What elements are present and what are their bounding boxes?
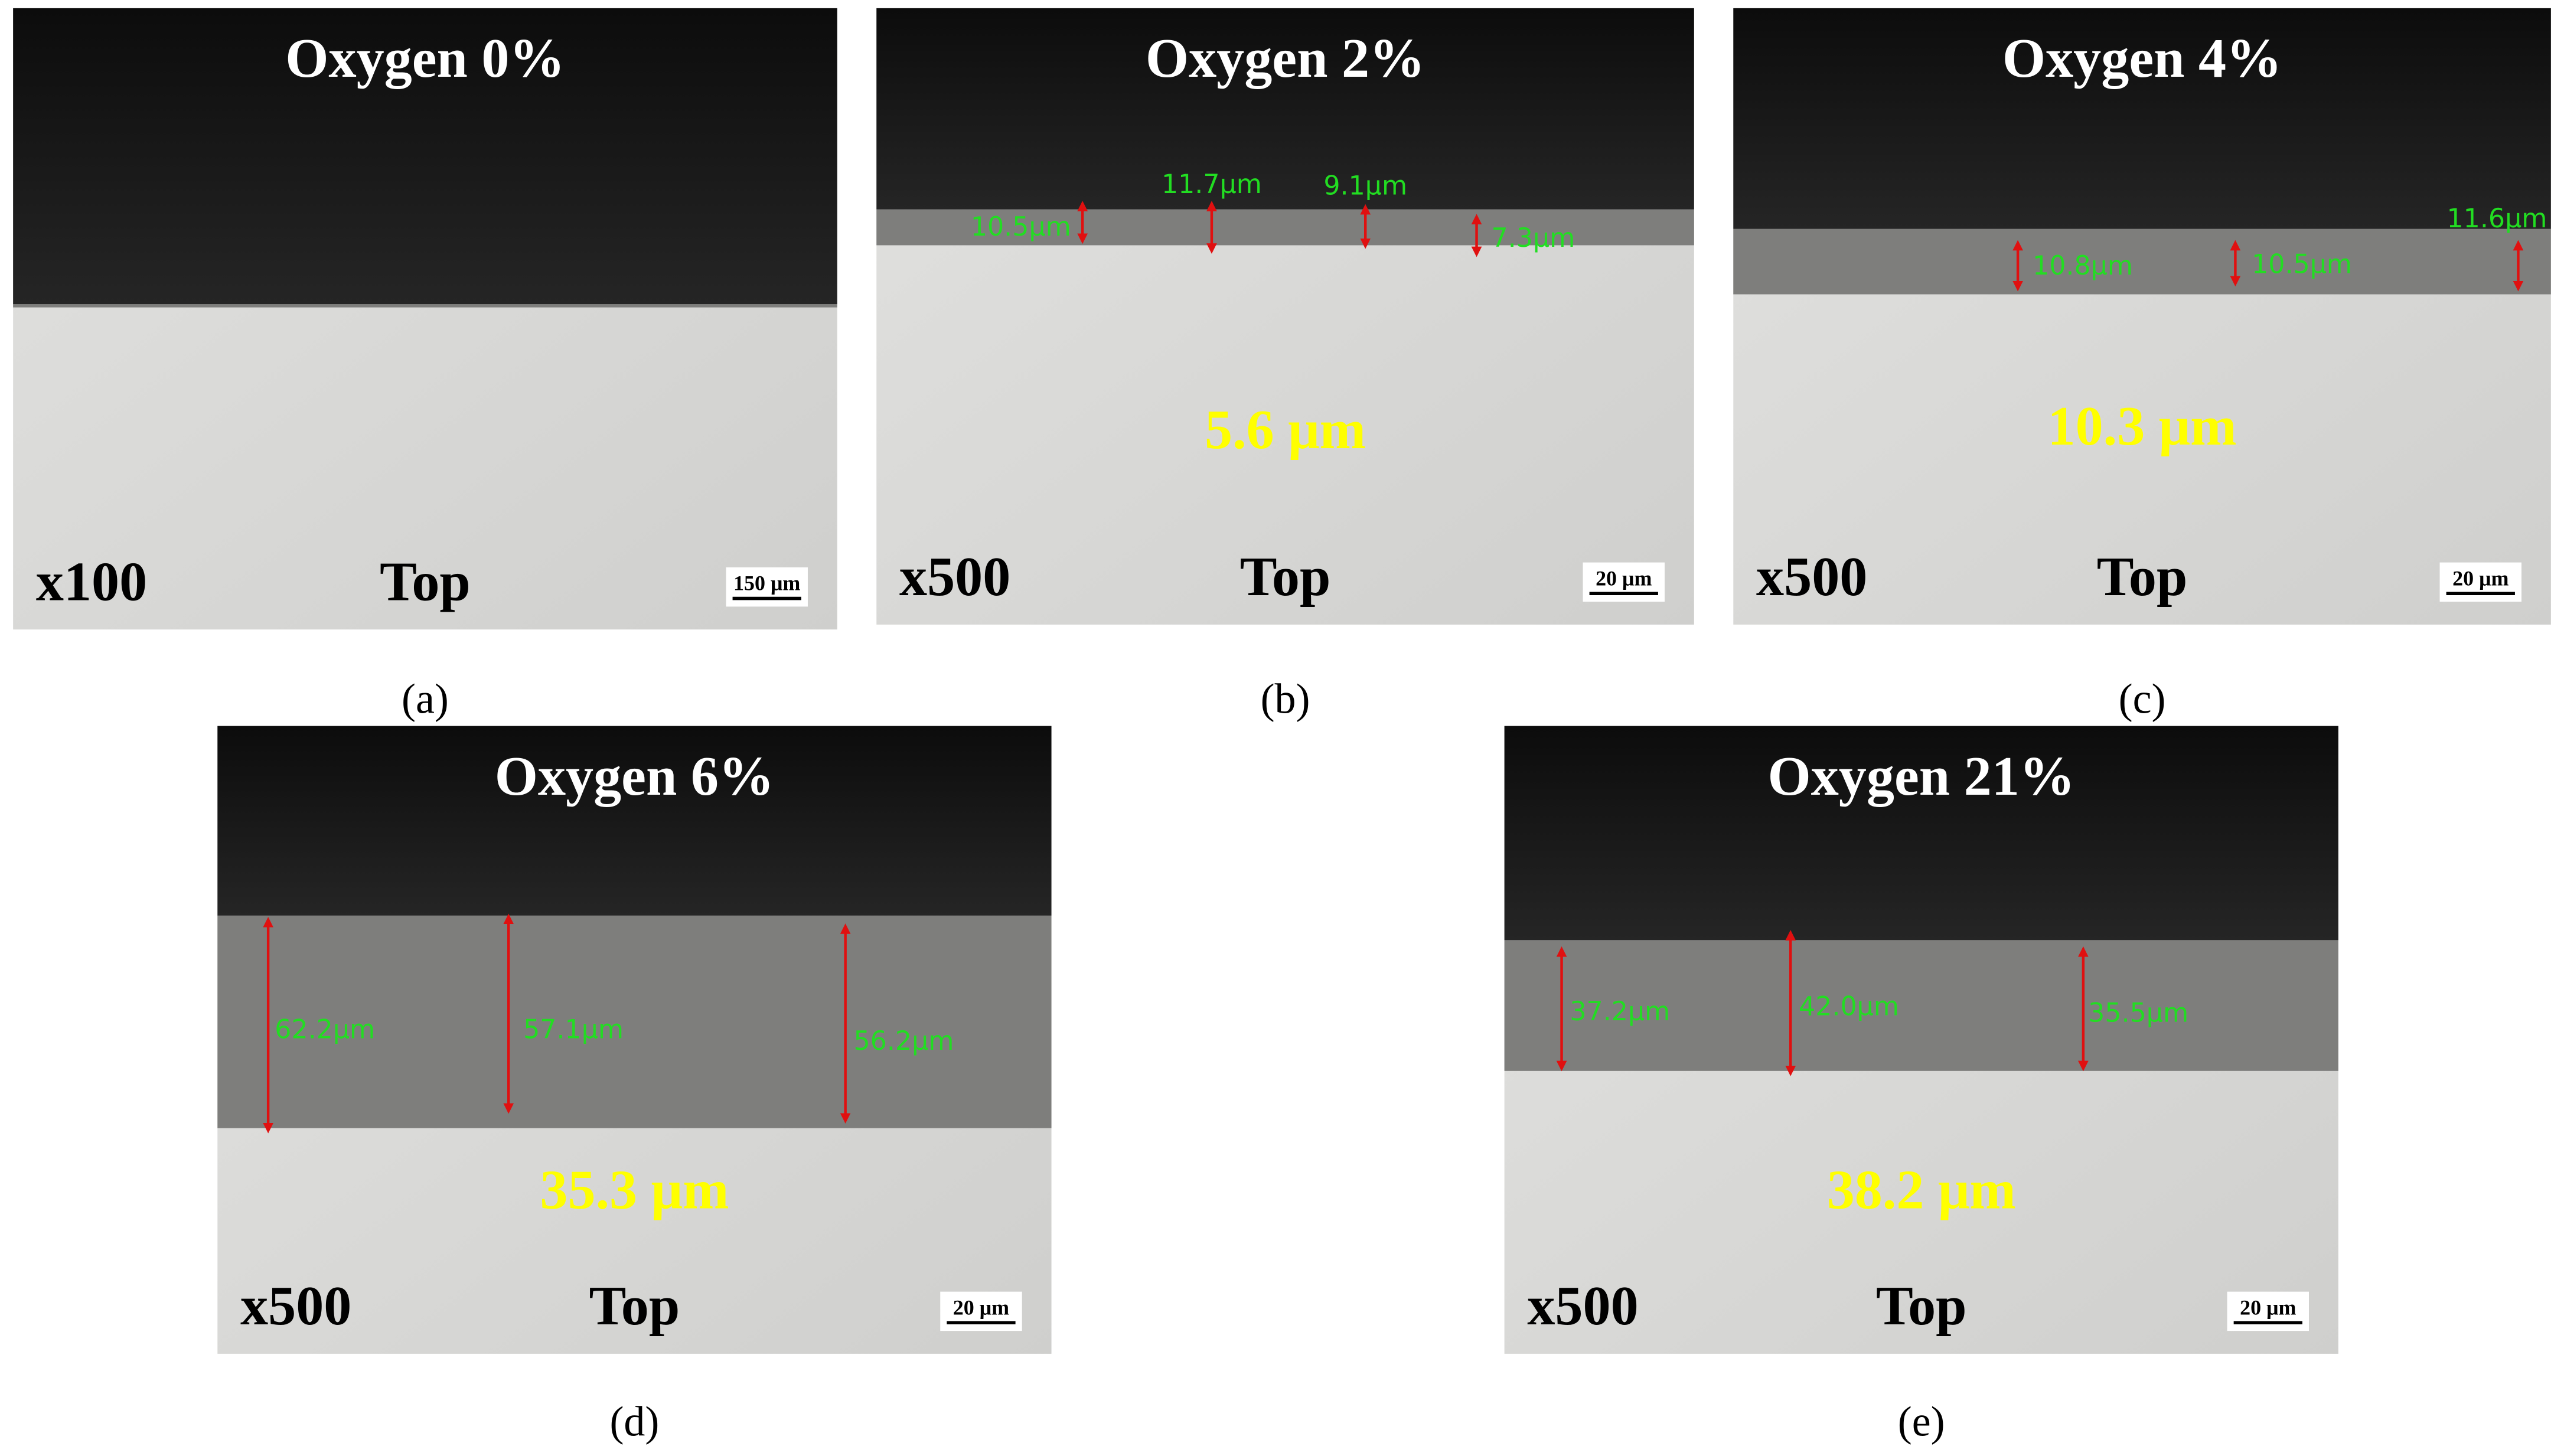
magnification: x500 bbox=[240, 1275, 351, 1337]
measure-label: 9.1μm bbox=[1323, 171, 1407, 201]
oxide-layer bbox=[1504, 940, 2338, 1071]
oxide-layer bbox=[1733, 228, 2551, 295]
mount-region bbox=[13, 8, 837, 305]
magnification: x500 bbox=[1527, 1275, 1638, 1337]
magnification: x100 bbox=[36, 551, 147, 612]
mount-region bbox=[876, 8, 1694, 210]
panel-title: Oxygen 2% bbox=[1146, 28, 1425, 89]
measure-label: 10.5μm bbox=[2252, 249, 2352, 279]
panel-title: Oxygen 4% bbox=[2002, 28, 2282, 89]
average-thickness: 35.3 μm bbox=[540, 1159, 729, 1220]
average-thickness: 5.6 μm bbox=[1205, 399, 1366, 461]
micrograph-panel: Oxygen 2% x500 Top 20 μm 5.6 μm 10.5μm 11.7μm 9… bbox=[876, 8, 1694, 722]
measure-label: 11.6μm bbox=[2446, 204, 2547, 234]
measure-label: 42.0μm bbox=[1799, 992, 1899, 1022]
oxide-layer bbox=[217, 915, 1052, 1128]
oxide-layer bbox=[876, 209, 1694, 246]
scale-bar-label: 20 μm bbox=[953, 1295, 1009, 1319]
scale-bar-label: 20 μm bbox=[2240, 1295, 2296, 1319]
scale-bar-label: 20 μm bbox=[2452, 566, 2508, 590]
measure-label: 56.2μm bbox=[853, 1026, 954, 1056]
measure-label: 37.2μm bbox=[1570, 997, 1670, 1027]
magnification: x500 bbox=[1756, 546, 1867, 608]
oxide-layer bbox=[13, 304, 837, 308]
panel-caption: (b) bbox=[1261, 675, 1310, 722]
panel-title: Oxygen 0% bbox=[285, 28, 565, 89]
panel-caption: (e) bbox=[1898, 1398, 1945, 1445]
magnification: x500 bbox=[899, 546, 1010, 608]
average-thickness: 10.3 μm bbox=[2048, 396, 2237, 457]
micrograph-panel: Oxygen 0% x100 Top 150 μm (a) bbox=[13, 8, 837, 722]
measure-label: 62.2μm bbox=[275, 1014, 375, 1044]
panel-caption: (d) bbox=[609, 1398, 659, 1445]
mount-region bbox=[217, 726, 1052, 916]
scale-bar-label: 150 μm bbox=[733, 572, 800, 595]
mount-region bbox=[1504, 726, 2338, 941]
side-label: Top bbox=[1240, 546, 1331, 608]
measure-label: 11.7μm bbox=[1162, 169, 1262, 200]
side-label: Top bbox=[589, 1275, 680, 1337]
average-thickness: 38.2 μm bbox=[1827, 1159, 2016, 1220]
scale-bar-label: 20 μm bbox=[1596, 566, 1652, 590]
panel-title: Oxygen 21% bbox=[1768, 746, 2075, 807]
measure-label: 7.3μm bbox=[1491, 223, 1575, 253]
panel-title: Oxygen 6% bbox=[495, 746, 774, 807]
side-label: Top bbox=[380, 551, 471, 612]
side-label: Top bbox=[2097, 546, 2188, 608]
measure-label: 57.1μm bbox=[523, 1014, 624, 1044]
micrograph-panel: Oxygen 4% x500 Top 20 μm 10.3 μm 10.8μm 10.5μm… bbox=[1733, 8, 2551, 722]
measure-label: 10.5μm bbox=[971, 212, 1071, 242]
side-label: Top bbox=[1876, 1275, 1967, 1337]
micrograph-panel: Oxygen 21% x500 Top 20 μm 38.2 μm 37.2μm 42.0μ… bbox=[1504, 726, 2338, 1445]
panel-caption: (a) bbox=[402, 675, 449, 722]
panel-caption: (c) bbox=[2119, 675, 2166, 722]
mount-region bbox=[1733, 8, 2551, 229]
measure-label: 10.8μm bbox=[2033, 251, 2133, 281]
micrograph-panel: Oxygen 6% x500 Top 20 μm 35.3 μm 62.2μm 57.1μm… bbox=[217, 726, 1052, 1445]
measure-label: 35.5μm bbox=[2088, 998, 2188, 1029]
